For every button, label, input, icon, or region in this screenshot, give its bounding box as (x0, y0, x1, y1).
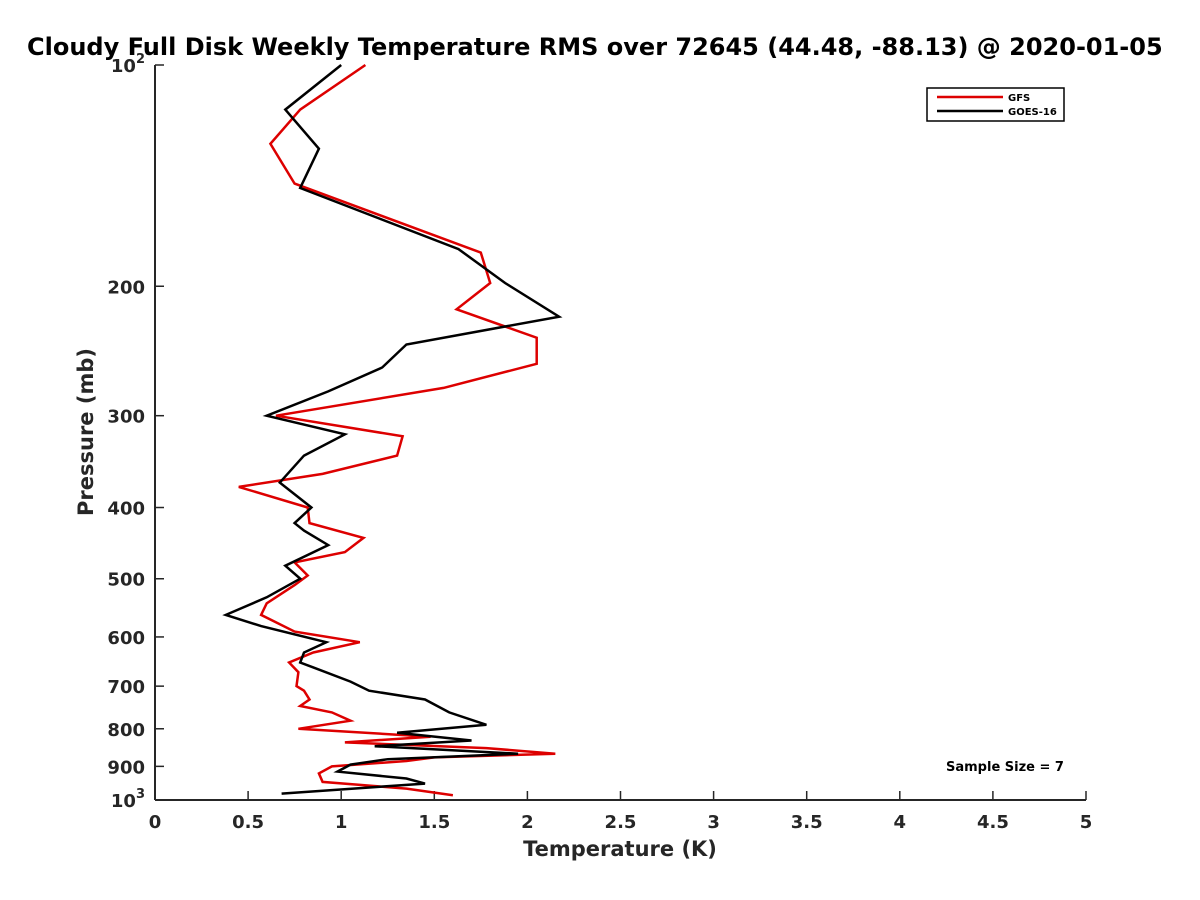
sample-size-annotation: Sample Size = 7 (946, 760, 1064, 775)
series-layer (222, 63, 563, 797)
legend-box (926, 87, 1065, 122)
y-axis-label: Pressure (mb) (74, 348, 98, 516)
y-tick-label: 800 (107, 720, 145, 741)
y-tick-base: 10 (111, 791, 136, 812)
x-tick-label: 1.5 (418, 812, 450, 833)
y-tick-label: 103 (111, 787, 145, 812)
legend-label-goes16: GOES-16 (1008, 107, 1057, 118)
x-tick-label: 2.5 (605, 812, 637, 833)
x-tick-label: 3.5 (791, 812, 823, 833)
y-tick-label: 200 (107, 277, 145, 298)
y-tick-base: 10 (111, 56, 136, 77)
chart-title: Cloudy Full Disk Weekly Temperature RMS … (27, 33, 1163, 61)
x-tick-label: 4.5 (977, 812, 1009, 833)
y-tick-label: 300 (107, 407, 145, 428)
x-tick-label: 2 (521, 812, 534, 833)
y-tick-exponent: 3 (136, 787, 145, 802)
y-tick-exponent: 2 (136, 52, 145, 67)
legend-label-gfs: GFS (1008, 93, 1030, 104)
series-line-goes16 (222, 64, 563, 795)
y-tick-label: 500 (107, 570, 145, 591)
plot-area (154, 65, 1086, 801)
y-tick-label: 900 (107, 757, 145, 778)
x-ticks: 0 0.5 1 1.5 2 2.5 3 3.5 4 4.5 5 (149, 791, 1093, 833)
x-tick-label: 5 (1080, 812, 1093, 833)
x-tick-label: 1 (335, 812, 348, 833)
y-tick-label: 400 (107, 499, 145, 520)
series-line-gfs (238, 63, 556, 797)
x-tick-label: 0 (149, 812, 162, 833)
x-tick-label: 0.5 (232, 812, 264, 833)
y-tick-label: 102 (111, 52, 145, 77)
y-tick-label: 700 (107, 677, 145, 698)
x-tick-label: 4 (894, 812, 907, 833)
legend: GFS GOES-16 (926, 87, 1065, 122)
x-axis-label: Temperature (K) (523, 837, 717, 861)
y-tick-label: 600 (107, 628, 145, 649)
x-tick-label: 3 (707, 812, 720, 833)
